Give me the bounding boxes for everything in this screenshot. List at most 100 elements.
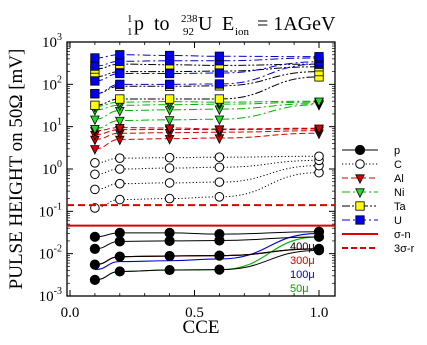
legend-label: 3σ-r — [394, 243, 415, 255]
series-line — [94, 103, 320, 120]
legend-entry-U: U — [342, 215, 402, 227]
data-point — [164, 116, 175, 126]
series-line — [94, 63, 320, 95]
legend-entry-C: C — [342, 159, 402, 171]
legend-label: Ni — [394, 187, 404, 199]
data-point — [313, 226, 325, 237]
data-point — [355, 159, 365, 169]
data-point — [164, 152, 175, 163]
legend-entry-Al: Al — [342, 173, 404, 185]
data-point — [90, 158, 100, 168]
title-u-sub: 92 — [183, 26, 194, 38]
data-point — [214, 125, 225, 136]
data-point — [355, 188, 365, 199]
data-point — [214, 250, 225, 261]
legend-entry-Ni: Ni — [342, 187, 404, 199]
data-point — [115, 194, 125, 205]
data-point — [90, 125, 100, 135]
x-axis-label: CCE — [183, 317, 220, 338]
data-point — [114, 116, 125, 127]
data-point — [164, 193, 175, 204]
title-p-sup: 1 — [127, 13, 133, 25]
y-tick-label: 10-2 — [39, 244, 62, 263]
data-point — [214, 228, 225, 240]
data-point — [89, 274, 101, 286]
series-line — [94, 71, 320, 95]
data-point — [164, 250, 175, 262]
title-e-sub: ion — [235, 26, 250, 38]
legend-label: C — [394, 159, 402, 171]
data-series — [89, 50, 325, 286]
data-point — [115, 178, 125, 189]
series-line — [94, 159, 320, 175]
data-point — [89, 231, 101, 242]
series-line — [94, 231, 320, 238]
legend-entry-Ta: Ta — [342, 201, 407, 213]
y-tick-label: 100 — [42, 159, 62, 178]
data-point — [164, 163, 175, 173]
chart-title: 1 1 p to 238 92 U E ion = 1AGeV — [127, 13, 336, 38]
data-point — [89, 243, 101, 254]
y-axis-label: PULSE HEIGHT on 50Ω [mV] — [6, 49, 27, 290]
series-line — [94, 101, 320, 111]
data-point — [90, 145, 100, 155]
data-point — [114, 266, 125, 277]
data-point — [354, 144, 366, 156]
data-point — [90, 53, 100, 63]
legend-entry-σ-n: σ-n — [342, 229, 411, 241]
series-line — [94, 172, 320, 209]
data-point — [90, 100, 100, 110]
data-point — [214, 94, 224, 104]
data-point — [214, 68, 224, 78]
legend-label: Al — [394, 173, 404, 185]
curve-100μ — [94, 232, 320, 271]
data-point — [115, 94, 125, 104]
x-tick-label: 0.5 — [185, 305, 204, 321]
title-p-sub: 1 — [127, 26, 133, 38]
data-point — [90, 89, 100, 99]
data-point — [114, 251, 125, 262]
curve-label: 100μ — [290, 269, 315, 281]
data-point — [164, 264, 175, 276]
data-point — [164, 178, 175, 188]
title-to: to — [154, 13, 170, 35]
y-tick-label: 101 — [42, 117, 62, 136]
series-line — [94, 130, 320, 140]
legend-label: σ-n — [394, 229, 411, 241]
legend-entry-p: p — [342, 144, 400, 157]
data-point — [114, 227, 125, 238]
series-line — [94, 100, 320, 107]
series-line — [94, 127, 320, 132]
title-u: U — [198, 13, 213, 35]
data-point — [115, 164, 125, 174]
y-tick-label: 10-3 — [39, 286, 62, 305]
data-point — [214, 152, 225, 162]
svg-text:1: 1 — [127, 13, 133, 25]
title-p: p — [134, 13, 144, 35]
legend: pC Al Ni Ta Uσ-n 3σ-r — [342, 144, 415, 255]
series-U — [90, 50, 324, 99]
curve-label: 400μ — [290, 241, 315, 253]
data-point — [89, 259, 101, 270]
data-point — [115, 79, 125, 89]
data-point — [214, 264, 225, 275]
data-point — [214, 79, 224, 89]
series-line — [94, 248, 320, 266]
curve-label: 300μ — [290, 255, 315, 267]
data-point — [90, 61, 100, 71]
data-point — [90, 76, 100, 86]
legend-label: Ta — [394, 201, 407, 213]
data-point — [90, 169, 100, 180]
series-line — [94, 54, 320, 59]
data-point — [164, 68, 175, 79]
series-line — [94, 249, 320, 281]
data-point — [314, 97, 324, 108]
series-line — [94, 132, 320, 150]
data-point — [314, 151, 324, 162]
threshold-lines — [67, 204, 335, 227]
data-point — [214, 51, 224, 61]
data-point — [314, 124, 324, 135]
data-point — [214, 162, 225, 173]
series-line — [94, 104, 320, 130]
series-C — [90, 151, 324, 213]
